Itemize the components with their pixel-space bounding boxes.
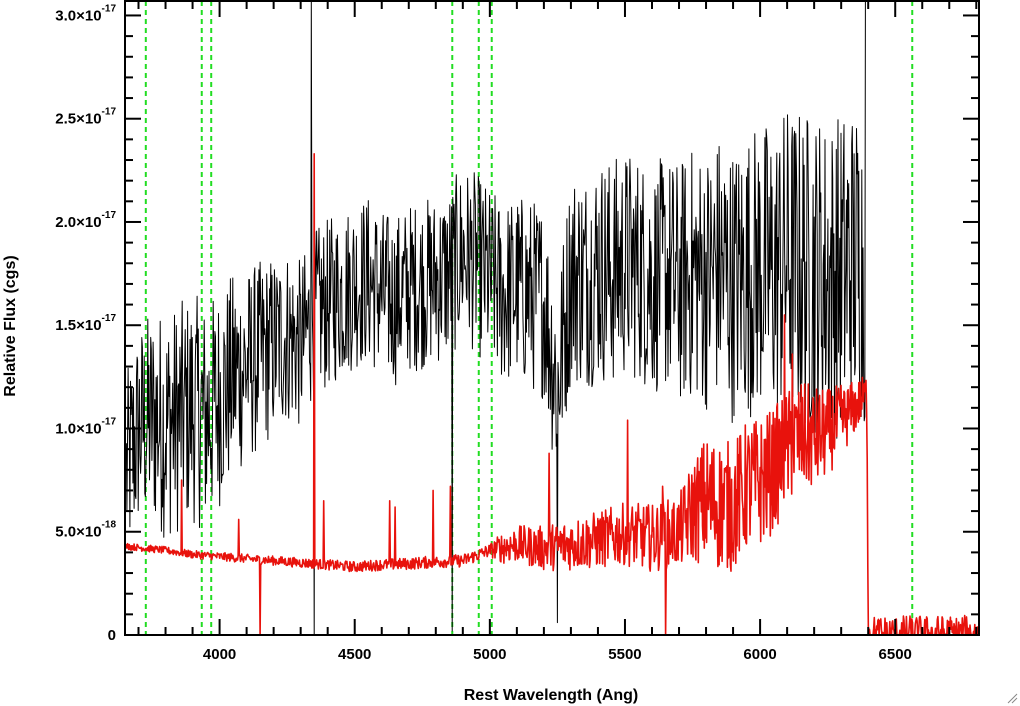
x-axis-title: Rest Wavelength (Ang) (464, 687, 639, 704)
series-layer (125, 0, 980, 636)
y-tick-label: 1.0×10-17 (55, 416, 116, 437)
x-tick-label: 4500 (338, 646, 371, 663)
x-axis: 4000 4500 5000 5500 6000 6500 (137, 1, 978, 663)
y-tick-label: 5.0×10-18 (55, 520, 116, 541)
error-series-line (125, 153, 980, 636)
x-tick-label: 5500 (608, 646, 641, 663)
resize-grip-icon[interactable] (1007, 693, 1018, 704)
x-tick-label: 6000 (743, 646, 776, 663)
y-tick-label: 1.5×10-17 (55, 313, 116, 334)
axes-frame (124, 0, 980, 636)
y-tick-label: 2.5×10-17 (55, 107, 116, 128)
x-tick-label: 5000 (473, 646, 506, 663)
x-tick-label: 4000 (203, 646, 236, 663)
spectrum-series-line (125, 0, 866, 636)
y-tick-label: 2.0×10-17 (55, 210, 116, 231)
y-axis: 0 5.0×10-18 1.0×10-17 1.5×10-17 2.0×10-17 2.5… (55, 3, 979, 644)
plot-frame (124, 0, 980, 636)
y-tick-label: 0 (108, 627, 116, 644)
y-axis-title: Relative Flux (cgs) (2, 255, 19, 396)
x-tick-label: 6500 (879, 646, 912, 663)
y-tick-label: 3.0×10-17 (55, 3, 116, 24)
